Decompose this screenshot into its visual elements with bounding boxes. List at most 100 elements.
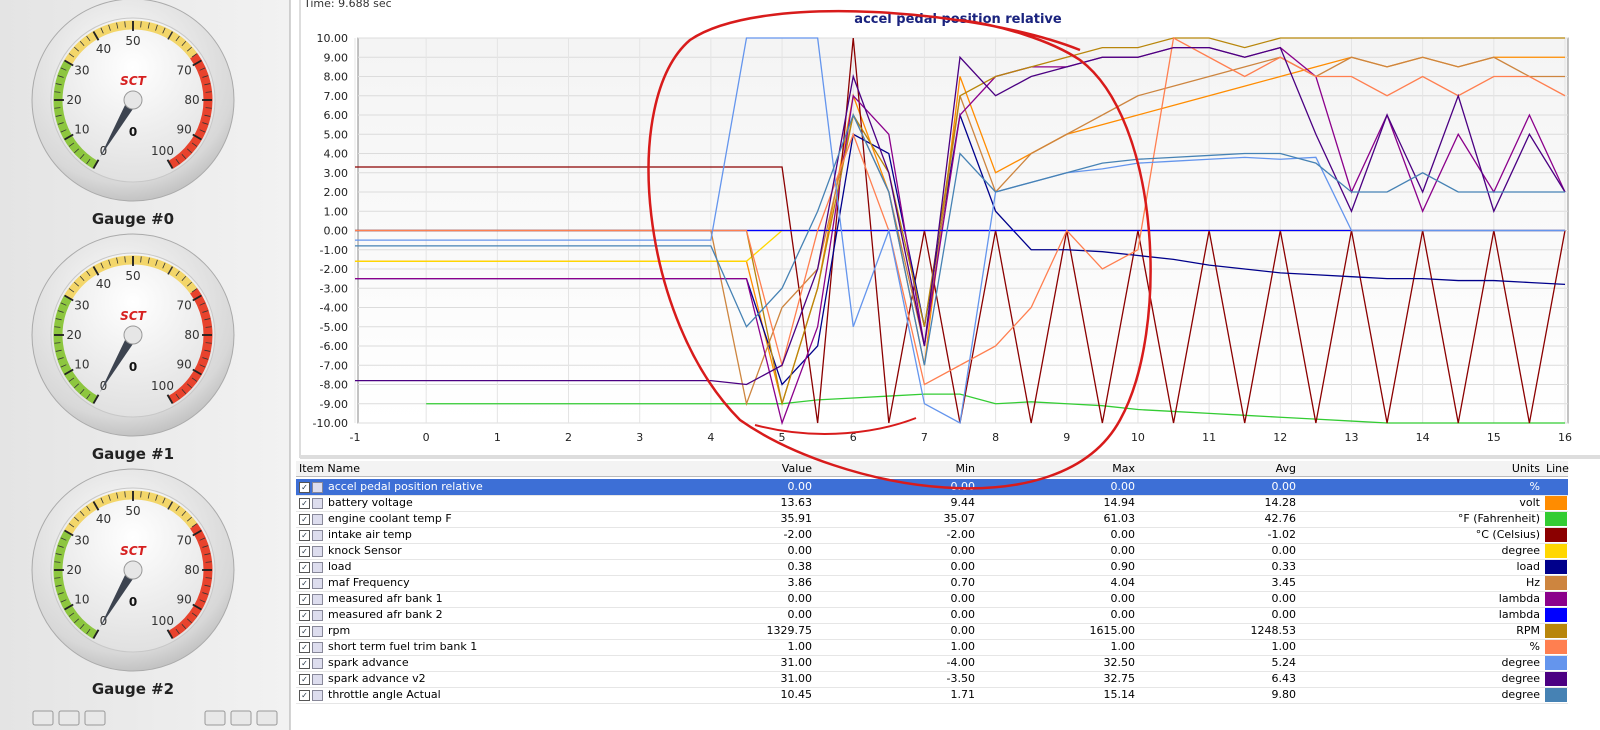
checkbox[interactable]: ✓ [299, 562, 310, 573]
checkbox[interactable]: ✓ [299, 594, 310, 605]
gauge-minor-tick [57, 75, 64, 78]
value-cell: 35.91 [780, 512, 813, 525]
gauge-minor-tick [205, 342, 212, 344]
checkbox[interactable]: ✓ [299, 482, 310, 493]
value-cell: -3.50 [946, 672, 975, 685]
button[interactable] [204, 710, 226, 726]
gauge-tick-label: 90 [176, 358, 191, 372]
table-row[interactable]: ✓ spark advance v2 31.00 -3.50 32.75 6.43 degr… [296, 671, 1568, 688]
gauge-minor-tick [140, 21, 142, 28]
row-icon [312, 642, 323, 653]
gauge-tick [64, 294, 74, 302]
gauge-minor-tick [175, 270, 180, 277]
table-row[interactable]: ✓ maf Frequency 3.86 0.70 4.04 3.45 Hz [296, 575, 1568, 592]
gauge-minor-tick [108, 259, 111, 266]
gauge-label: Gauge #1 [92, 445, 174, 463]
gauge-minor-tick [205, 107, 212, 109]
gauge-band [53, 295, 98, 404]
table-row[interactable]: ✓ engine coolant temp F 35.91 35.07 61.03 42.… [296, 511, 1568, 528]
gauge-minor-tick [116, 257, 119, 264]
value-cell: 0.00 [787, 480, 813, 493]
units: load [1516, 560, 1540, 573]
value-cell: 10.45 [780, 688, 813, 701]
value-cell: 15.14 [1103, 688, 1136, 701]
table-row[interactable]: ✓ spark advance 31.00 -4.00 32.50 5.24 degree [296, 655, 1568, 672]
table-row[interactable]: ✓ measured afr bank 1 0.00 0.00 0.00 0.00 lamb… [296, 591, 1568, 608]
item-name: knock Sensor [328, 544, 402, 557]
checkbox[interactable]: ✓ [299, 658, 310, 669]
checkbox[interactable]: ✓ [299, 674, 310, 685]
table-row[interactable]: ✓ intake air temp -2.00 -2.00 0.00 -1.02 °C (C… [296, 527, 1568, 544]
checkbox[interactable]: ✓ [299, 546, 310, 557]
gauge-tick [64, 529, 74, 537]
button[interactable] [58, 710, 80, 726]
x-tick-label: 1 [494, 431, 501, 444]
data-table: Item Name Value Min Max Avg Units Line ✓ accel p… [296, 461, 1600, 730]
y-tick-label: 3.00 [324, 167, 349, 180]
button[interactable] [256, 710, 278, 726]
line-color [1545, 544, 1567, 558]
row-icon [312, 674, 323, 685]
x-tick-label: 11 [1202, 431, 1216, 444]
table-row[interactable]: ✓ throttle angle Actual 10.45 1.71 15.14 9.80… [296, 687, 1568, 704]
gauge-minor-tick [204, 584, 211, 587]
gauge-minor-tick [199, 537, 206, 541]
gauge-minor-tick [116, 492, 119, 499]
gauge-band [53, 60, 98, 169]
value-cell: 0.00 [1271, 480, 1297, 493]
gauge-minor-tick [60, 302, 67, 306]
x-tick-label: 5 [779, 431, 786, 444]
checkbox[interactable]: ✓ [299, 498, 310, 509]
gauge-minor-tick [202, 122, 209, 125]
table-row[interactable]: ✓ short term fuel trim bank 1 1.00 1.00 1.00… [296, 639, 1568, 656]
row-icon [312, 626, 323, 637]
y-tick-label: 7.00 [324, 90, 349, 103]
line-color [1545, 512, 1567, 526]
gauge-tick-label: 10 [74, 593, 89, 607]
gauge-minor-tick [57, 592, 64, 595]
button[interactable] [32, 710, 54, 726]
table-row[interactable]: ✓ accel pedal position relative 0.00 0.00 0.… [296, 479, 1568, 496]
value-cell: 14.28 [1264, 496, 1297, 509]
value-cell: 0.70 [950, 576, 976, 589]
x-tick-label: 15 [1487, 431, 1501, 444]
table-row[interactable]: ✓ load 0.38 0.00 0.90 0.33 load [296, 559, 1568, 576]
y-tick-label: 6.00 [324, 109, 349, 122]
item-name: intake air temp [328, 528, 412, 541]
gauge-minor-tick [100, 262, 104, 269]
gauge-minor-tick [175, 628, 180, 635]
gauge-tick-label: 70 [176, 64, 191, 78]
value-cell: 0.00 [950, 608, 976, 621]
gauge-tick-label: 40 [96, 42, 111, 56]
button[interactable] [84, 710, 106, 726]
table-row[interactable]: ✓ rpm 1329.75 0.00 1615.00 1248.53 RPM [296, 623, 1568, 640]
checkbox[interactable]: ✓ [299, 642, 310, 653]
gauge-tick-label: 90 [176, 593, 191, 607]
table-row[interactable]: ✓ knock Sensor 0.00 0.00 0.00 0.00 degree [296, 543, 1568, 560]
checkbox[interactable]: ✓ [299, 514, 310, 525]
row-icon [312, 578, 323, 589]
row-icon [312, 530, 323, 541]
gauge-brand: SCT [120, 544, 146, 558]
gauge-minor-tick [202, 310, 209, 313]
gauge-tick-label: 70 [176, 534, 191, 548]
checkbox[interactable]: ✓ [299, 610, 310, 621]
gauge-minor-tick [86, 505, 91, 512]
gauge-minor-tick [202, 545, 209, 548]
column-header: Max [1112, 462, 1135, 475]
button[interactable] [230, 710, 252, 726]
x-tick-label: 6 [850, 431, 857, 444]
checkbox[interactable]: ✓ [299, 578, 310, 589]
checkbox[interactable]: ✓ [299, 530, 310, 541]
y-tick-label: -5.00 [320, 321, 348, 334]
table-row[interactable]: ✓ battery voltage 13.63 9.44 14.94 14.28 volt [296, 495, 1568, 512]
x-tick-label: 14 [1416, 431, 1430, 444]
checkbox[interactable]: ✓ [299, 690, 310, 701]
table-row[interactable]: ✓ measured afr bank 2 0.00 0.00 0.00 0.00 lamb… [296, 607, 1568, 624]
gauge-tick-label: 100 [151, 144, 174, 158]
gauge-minor-tick [191, 377, 198, 382]
gauge-minor-tick [55, 83, 62, 86]
gauge-minor-tick [100, 497, 104, 504]
checkbox[interactable]: ✓ [299, 626, 310, 637]
gauge-tick-label: 10 [74, 358, 89, 372]
